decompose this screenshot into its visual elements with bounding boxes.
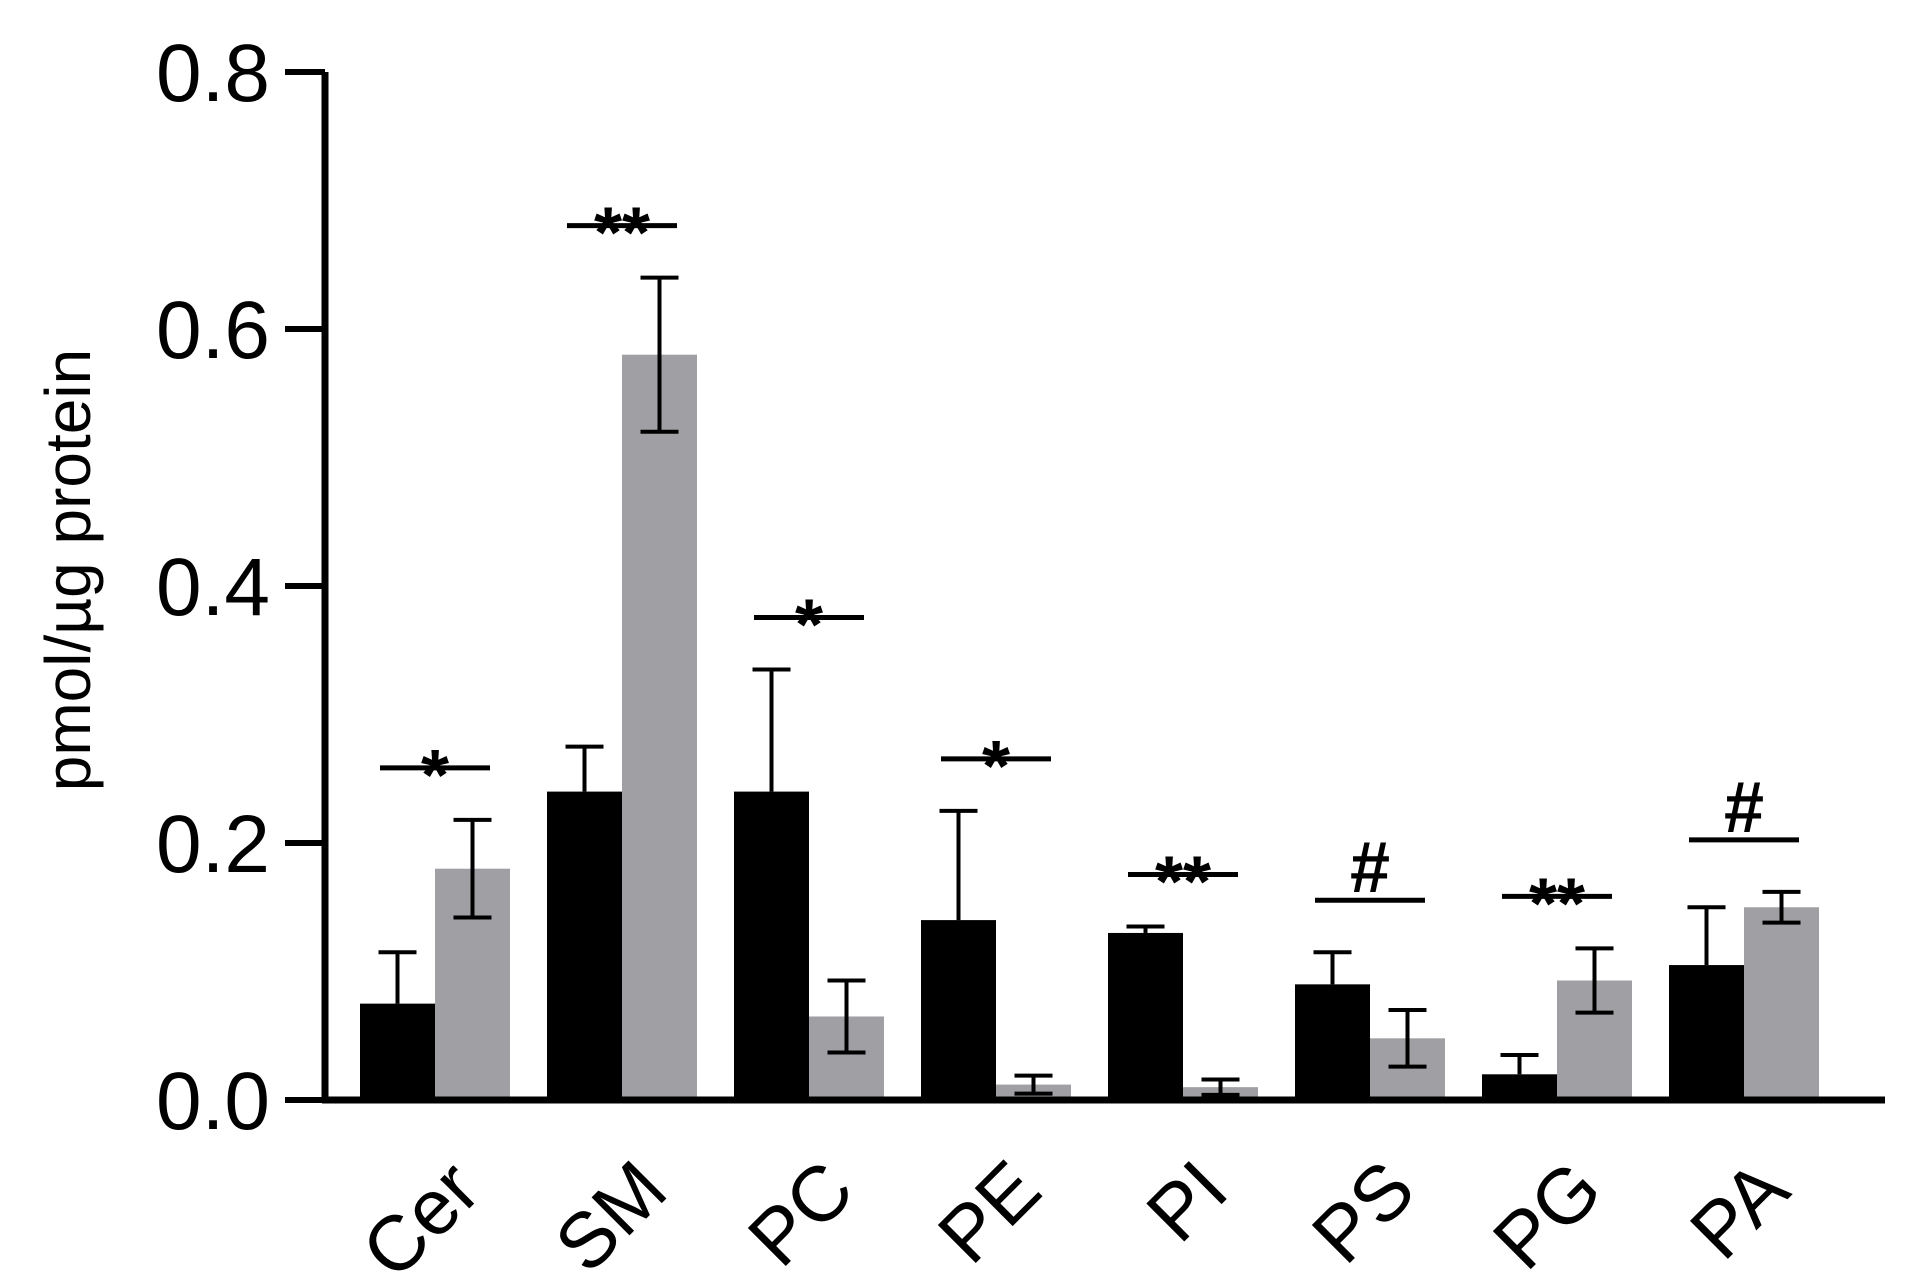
significance-label-pe: * [982, 727, 1010, 807]
error-bar-cer-series-1 [378, 950, 417, 1004]
error-bar-pi-series-2 [1201, 1077, 1240, 1097]
bar-pg-series-1 [1482, 1074, 1557, 1100]
x-tick-label-pc: PC [731, 1144, 870, 1273]
bar-pc-series-1 [734, 791, 809, 1100]
y-tick-label: 0.8 [156, 28, 270, 119]
x-tick-label-ps: PS [1295, 1144, 1431, 1273]
significance-label-cer: * [421, 736, 449, 816]
error-bar-pa-series-1 [1687, 905, 1726, 966]
error-bar-pc-series-1 [752, 667, 791, 792]
error-bar-pg-series-1 [1500, 1053, 1539, 1075]
bar-pe-series-1 [921, 920, 996, 1100]
significance-group: ******* # **# [380, 194, 1799, 944]
x-tick-label-sm: SM [538, 1144, 683, 1273]
error-bar-pe-series-1 [939, 808, 978, 921]
significance-label-pg: ** [1529, 864, 1585, 944]
error-bars-group [378, 275, 1801, 1097]
x-tick-label-pg: PG [1476, 1144, 1618, 1273]
x-tick-label-pe: PE [921, 1144, 1057, 1273]
error-bar-cer-series-2 [453, 817, 492, 920]
y-tick-label: 0.6 [156, 285, 270, 376]
significance-label-pa: # [1724, 768, 1764, 848]
y-tick-label: 0.0 [156, 1056, 270, 1147]
bars-group [360, 354, 1819, 1100]
error-bar-sm-series-2 [640, 275, 679, 434]
significance-label-pc: * [795, 586, 823, 666]
bar-pi-series-1 [1108, 932, 1183, 1100]
bar-sm-series-1 [547, 791, 622, 1100]
bar-cer-series-1 [360, 1003, 435, 1100]
bar-sm-series-2 [622, 354, 697, 1100]
error-bar-pg-series-2 [1575, 946, 1614, 1015]
x-tick-label-cer: Cer [345, 1144, 496, 1273]
x-tick-label-pa: PA [1673, 1144, 1805, 1273]
bar-pa-series-2 [1744, 907, 1819, 1100]
bar-pa-series-1 [1669, 965, 1744, 1100]
error-bar-ps-series-1 [1313, 950, 1352, 985]
x-tick-label-pi: PI [1130, 1144, 1244, 1258]
error-bar-ps-series-2 [1388, 1008, 1427, 1069]
significance-label-ps: # [1350, 828, 1390, 908]
y-axis-label: pmol/µg protein [32, 349, 104, 791]
y-tick-label: 0.4 [156, 542, 270, 633]
error-bar-sm-series-1 [565, 744, 604, 792]
error-bar-pi-series-1 [1126, 924, 1165, 933]
error-bar-pa-series-2 [1762, 889, 1801, 925]
y-tick-label: 0.2 [156, 799, 270, 890]
significance-label-sm: ** [594, 194, 650, 274]
error-bar-pc-series-2 [827, 978, 866, 1055]
bar-ps-series-1 [1295, 984, 1370, 1100]
significance-label-pi: ** [1155, 843, 1211, 923]
error-bar-pe-series-2 [1014, 1073, 1053, 1096]
